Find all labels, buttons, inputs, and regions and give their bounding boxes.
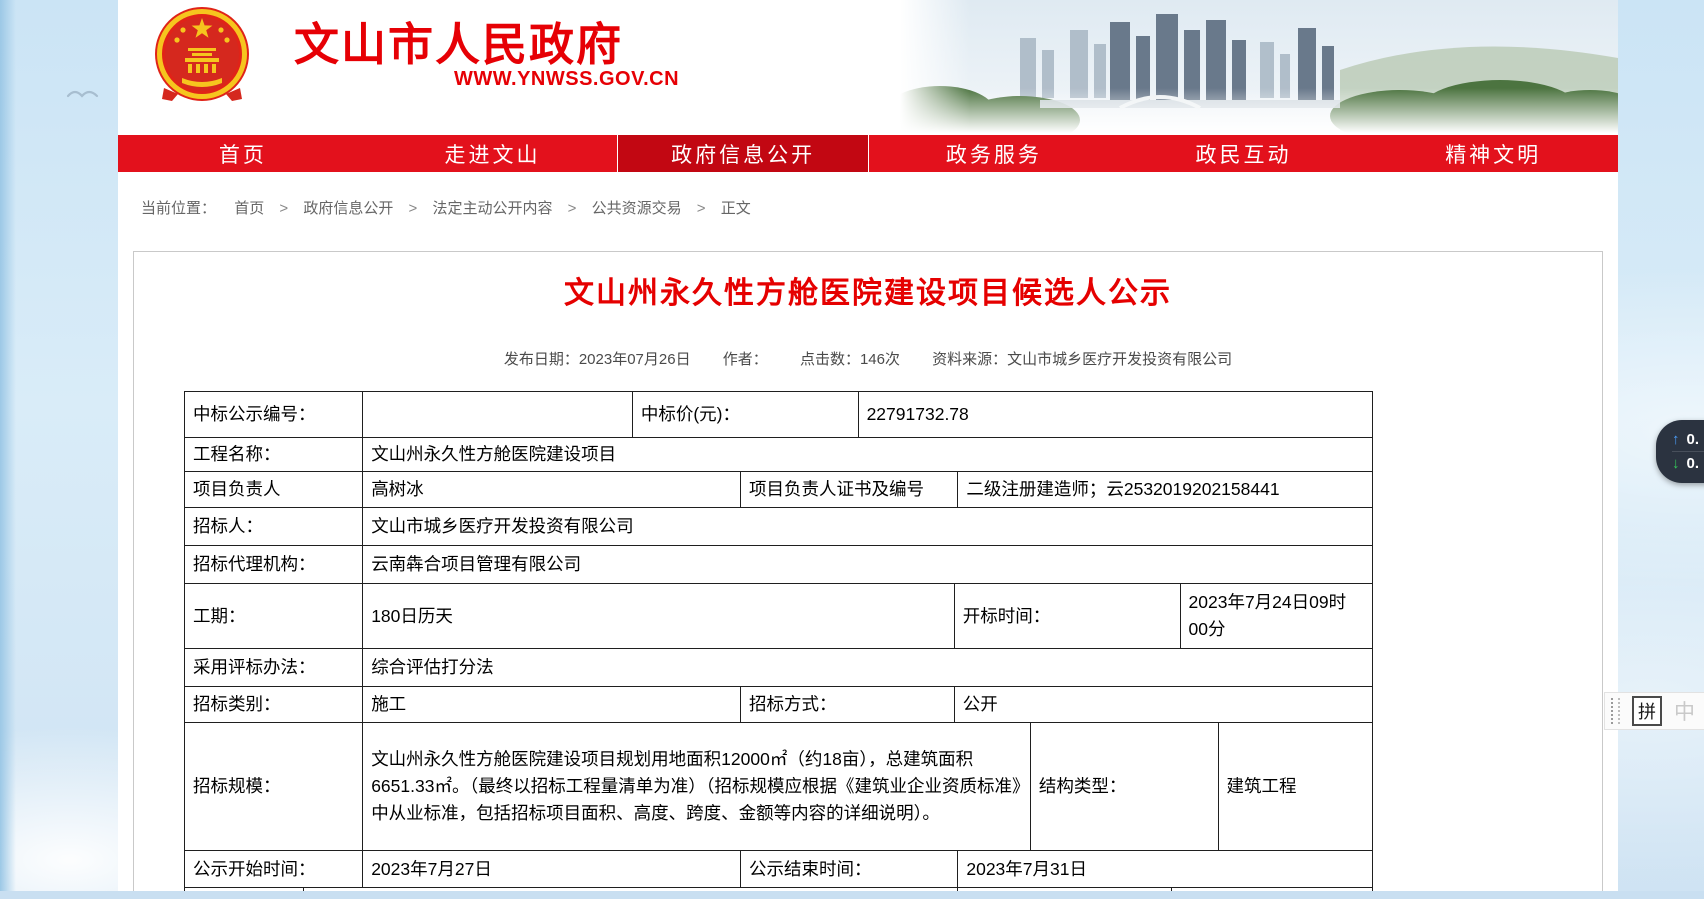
table-label-cell: 招标代理机构： [185,546,364,585]
down-arrow-icon: ↓ [1672,455,1680,472]
table-label-cell: 中标公示编号： [185,392,364,438]
table-label-cell: 公示结束时间： [740,851,959,889]
table-value-cell: 文山州永久性方舱医院建设项目规划用地面积12000㎡（约18亩），总建筑面积66… [363,723,1031,852]
table-row: 项目负责人 高树冰 项目负责人证书及编号 二级注册建造师；云2532019202… [185,472,1373,509]
table-value-cell: 公开 [954,687,1373,724]
breadcrumb-statutory-disclosure[interactable]: 法定主动公开内容 [432,200,553,217]
table-label-cell: 项目负责人 [185,472,364,509]
breadcrumb-separator: > [696,200,706,217]
publish-date: 2023年07月26日 [578,351,691,368]
table-label-cell: 招标类别： [185,687,364,724]
up-arrow-icon: ↑ [1672,431,1680,448]
table-value-cell [363,392,633,438]
table-value-cell: 2023年7月31日 [958,851,1373,889]
table-row: 招标人： 文山市城乡医疗开发投资有限公司 [185,508,1373,547]
main-nav: 首页 走进文山 政府信息公开 政务服务 政民互动 精神文明 [118,135,1618,172]
breadcrumb-gov-info[interactable]: 政府信息公开 [303,200,394,217]
scroll-up-value: 0. [1686,431,1700,448]
article-meta: 发布日期：2023年07月26日 作者： 点击数：146次 资料来源：文山市城乡… [134,348,1602,369]
scroll-down-button[interactable]: ↓ 0. [1672,451,1704,475]
scroll-up-button[interactable]: ↑ 0. [1672,428,1704,451]
nav-item-home[interactable]: 首页 [218,143,267,167]
source-label: 资料来源： [932,351,1008,368]
table-row: 工期： 180日历天 开标时间： 2023年7月24日09时00分 [185,584,1373,650]
nav-item-services[interactable]: 政务服务 [945,143,1042,167]
table-row: 招标规模： 文山州永久性方舱医院建设项目规划用地面积12000㎡（约18亩），总… [185,723,1373,852]
table-value-cell: 施工 [363,687,741,724]
breadcrumb: 当前位置： 首页 > 政府信息公开 > 法定主动公开内容 > 公共资源交易 > … [141,197,1618,218]
breadcrumb-home[interactable]: 首页 [234,200,265,217]
table-row: 公示开始时间： 2023年7月27日 公示结束时间： 2023年7月31日 [185,851,1373,889]
nav-item-gov-info[interactable]: 政府信息公开 [617,135,870,172]
bid-info-table: 中标公示编号： 中标价(元)： 22791732.78 工程名称： 文山州永久性… [184,391,1373,899]
table-label-cell: 开标时间： [954,584,1181,650]
table-value-cell: 高树冰 [363,472,741,509]
table-value-cell: 文山州永久性方舱医院建设项目 [363,438,1373,473]
table-value-cell: 云南犇合项目管理有限公司 [363,546,1373,585]
breadcrumb-current-article: 正文 [720,200,751,217]
national-emblem-logo[interactable] [152,4,252,104]
header-banner-photo [900,0,1618,133]
table-label-cell: 项目负责人证书及编号 [740,472,959,509]
ime-chinese-mode-icon[interactable]: 中 [1674,701,1695,724]
table-row: 招标代理机构： 云南犇合项目管理有限公司 [185,546,1373,585]
scroll-speed-widget: ↑ 0. ↓ 0. [1656,420,1704,483]
table-row: 工程名称： 文山州永久性方舱医院建设项目 [185,438,1373,473]
table-value-cell: 综合评估打分法 [363,649,1373,688]
nav-item-about[interactable]: 走进文山 [444,143,541,167]
table-label-cell: 结构类型： [1030,723,1219,852]
table-label-cell: 公示开始时间： [185,851,364,889]
table-label-cell: 工程名称： [185,438,364,473]
site-title: 文山市人民政府 [294,19,624,70]
breadcrumb-public-resources[interactable]: 公共资源交易 [591,200,682,217]
site-column: 文山市人民政府 WWW.YNWSS.GOV.CN [118,0,1618,899]
bottom-strip [0,891,1704,899]
publish-date-label: 发布日期： [503,351,579,368]
table-value-cell: 文山市城乡医疗开发投资有限公司 [363,508,1373,547]
table-label-cell: 采用评标办法： [185,649,364,688]
nav-item-civilization[interactable]: 精神文明 [1445,143,1542,167]
bird-icon [66,90,99,98]
table-row: 采用评标办法： 综合评估打分法 [185,649,1373,688]
scroll-down-value: 0. [1686,455,1700,472]
hits-count: 146次 [859,351,900,368]
hits-label: 点击数： [799,351,860,368]
table-label-cell: 招标规模： [185,723,364,852]
table-label-cell: 工期： [185,584,364,650]
breadcrumb-prefix: 当前位置： [141,200,217,217]
article-title: 文山州永久性方舱医院建设项目候选人公示 [564,277,1172,310]
site-header: 文山市人民政府 WWW.YNWSS.GOV.CN [118,0,1618,135]
table-value-cell: 2023年7月27日 [363,851,741,889]
author-label: 作者： [722,351,768,368]
ime-pinyin-icon[interactable]: 拼 [1632,696,1662,726]
ime-toolbar: 拼 中 英 [1604,692,1704,730]
table-label-cell: 招标方式： [740,687,955,724]
breadcrumb-separator: > [279,200,289,217]
source: 文山市城乡医疗开发投资有限公司 [1007,351,1233,368]
table-value-cell: 22791732.78 [858,392,1373,438]
breadcrumb-separator: > [408,200,418,217]
breadcrumb-separator: > [567,200,577,217]
table-row: 中标公示编号： 中标价(元)： 22791732.78 [185,392,1373,438]
table-row: 招标类别： 施工 招标方式： 公开 [185,687,1373,724]
ime-drag-handle-icon[interactable] [1611,698,1620,724]
table-label-cell: 招标人： [185,508,364,547]
table-value-cell: 二级注册建造师；云2532019202158441 [958,472,1373,509]
table-value-cell: 180日历天 [363,584,955,650]
table-value-cell: 建筑工程 [1218,723,1373,852]
nav-item-interaction[interactable]: 政民互动 [1195,143,1292,167]
table-value-cell: 2023年7月24日09时00分 [1180,584,1373,650]
table-label-cell: 中标价(元)： [632,392,859,438]
article-container: 文山州永久性方舱医院建设项目候选人公示 发布日期：2023年07月26日 作者：… [133,251,1603,899]
site-url: WWW.YNWSS.GOV.CN [454,68,680,90]
